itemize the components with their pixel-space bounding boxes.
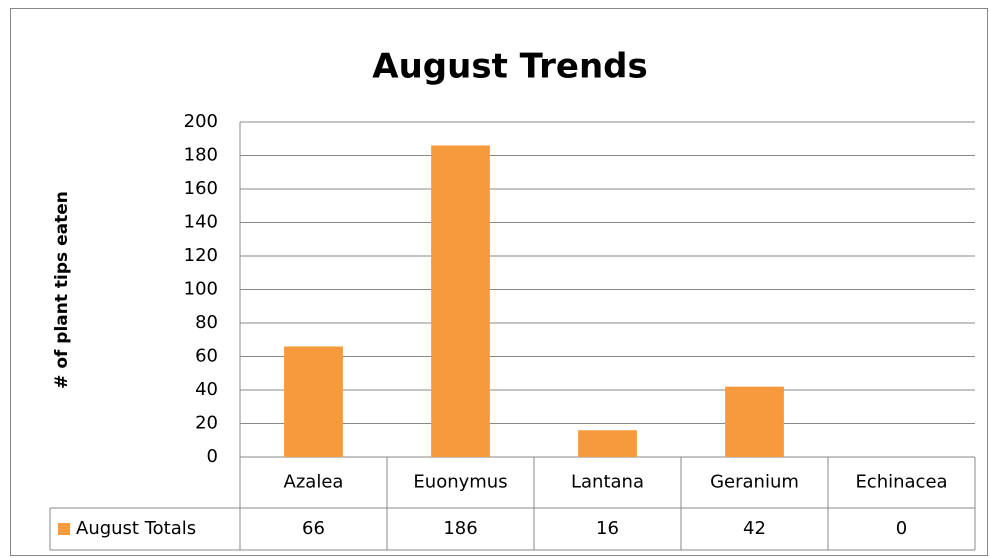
- chart-title: August Trends: [372, 47, 647, 87]
- y-tick-label: 20: [195, 413, 218, 434]
- x-tick-label: Geranium: [710, 472, 799, 493]
- table-value: 186: [443, 518, 477, 539]
- bar: [578, 430, 637, 457]
- table-value: 0: [896, 518, 907, 539]
- y-tick-label: 60: [195, 346, 218, 367]
- y-tick-label: 160: [184, 178, 218, 199]
- y-tick-label: 100: [184, 279, 218, 300]
- table-value: 66: [302, 518, 325, 539]
- x-tick-label: Azalea: [284, 472, 344, 493]
- y-tick-label: 0: [207, 446, 218, 467]
- legend-label: August Totals: [76, 518, 196, 539]
- table-value: 42: [743, 518, 766, 539]
- bar: [431, 145, 490, 457]
- chart-border: [10, 8, 988, 556]
- table-value: 16: [596, 518, 619, 539]
- y-tick-label: 140: [184, 212, 218, 233]
- x-tick-label: Echinacea: [855, 472, 947, 493]
- y-axis-label: # of plant tips eaten: [52, 191, 72, 389]
- x-tick-label: Lantana: [571, 472, 644, 493]
- y-tick-label: 40: [195, 379, 218, 400]
- x-tick-label: Euonymus: [413, 472, 507, 493]
- legend-swatch: [58, 523, 70, 535]
- y-tick-label: 200: [184, 111, 218, 132]
- y-tick-label: 180: [184, 145, 218, 166]
- y-tick-label: 120: [184, 245, 218, 266]
- bar: [725, 386, 784, 457]
- bar: [284, 346, 343, 457]
- y-tick-label: 80: [195, 312, 218, 333]
